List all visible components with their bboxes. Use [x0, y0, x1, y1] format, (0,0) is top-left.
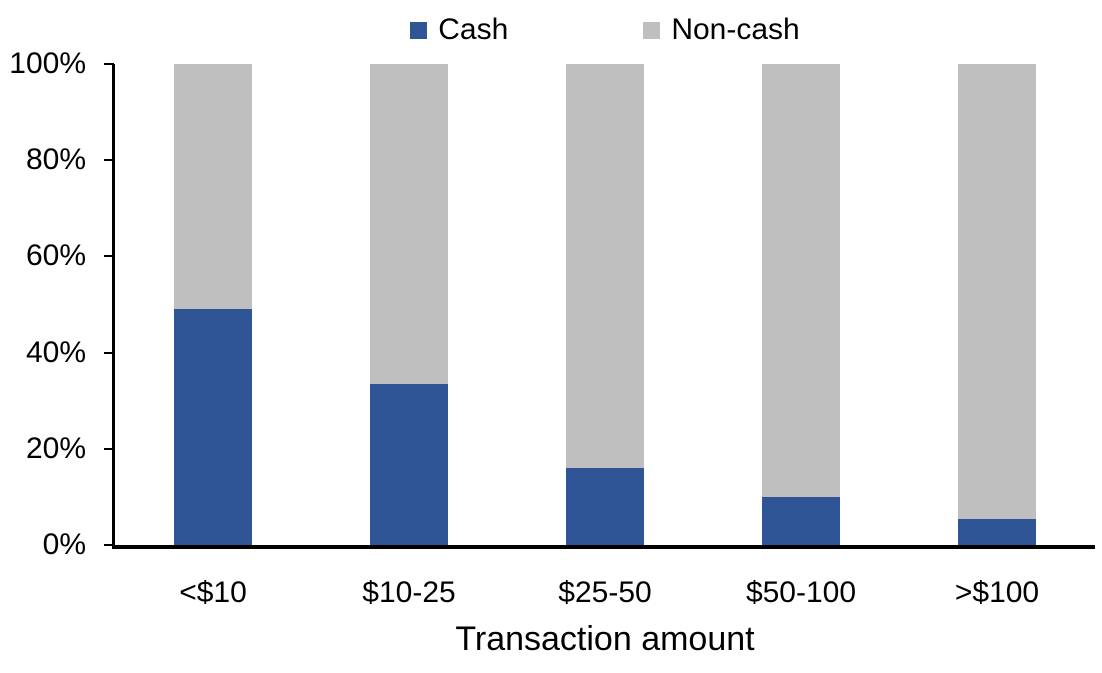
legend: Cash Non-cash [115, 10, 1095, 50]
y-tick-label: 80% [25, 143, 86, 177]
cash-legend-swatch-icon [410, 21, 428, 39]
y-tick-mark [104, 544, 114, 546]
y-tick-mark [104, 447, 114, 450]
x-tick-label: $10-25 [362, 576, 456, 609]
bar-2 [369, 64, 449, 545]
y-tick-label: 100% [9, 47, 86, 80]
bar-segment-non-cash [369, 64, 449, 384]
y-tick-label: 60% [25, 239, 86, 273]
x-tick-label: $50-100 [745, 576, 857, 609]
non-cash-legend-label: Non-cash [671, 13, 800, 46]
y-tick-mark [104, 351, 114, 354]
bar-3 [565, 64, 645, 545]
cash-legend-label: Cash [438, 13, 509, 46]
x-tick-label: $25-50 [558, 576, 652, 609]
non-cash-legend-swatch-icon [643, 21, 661, 39]
bar-5 [957, 64, 1037, 545]
bar-1 [173, 64, 253, 545]
legend-item-cash: Cash [410, 15, 508, 45]
x-axis-title: Transaction amount [455, 620, 755, 658]
bar-segment-cash [565, 468, 645, 545]
bar-segment-non-cash [173, 64, 253, 310]
y-tick-mark [104, 63, 114, 65]
y-tick-label: 20% [25, 431, 86, 465]
x-tick-label: >$100 [954, 576, 1040, 609]
x-tick-label: <$10 [179, 576, 247, 609]
plot-area [112, 64, 1095, 549]
y-tick-mark [104, 255, 114, 258]
bar-segment-non-cash [761, 64, 841, 497]
bar-segment-non-cash [565, 64, 645, 469]
bar-segment-non-cash [957, 64, 1037, 519]
bar-segment-cash [957, 518, 1037, 545]
y-tick-label: 0% [42, 528, 86, 561]
y-tick-label: 40% [25, 335, 86, 369]
bar-segment-cash [369, 383, 449, 545]
legend-item-non-cash: Non-cash [643, 13, 800, 46]
y-tick-mark [104, 159, 114, 162]
bar-segment-cash [761, 496, 841, 545]
bar-4 [761, 64, 841, 545]
bar-segment-cash [173, 309, 253, 545]
